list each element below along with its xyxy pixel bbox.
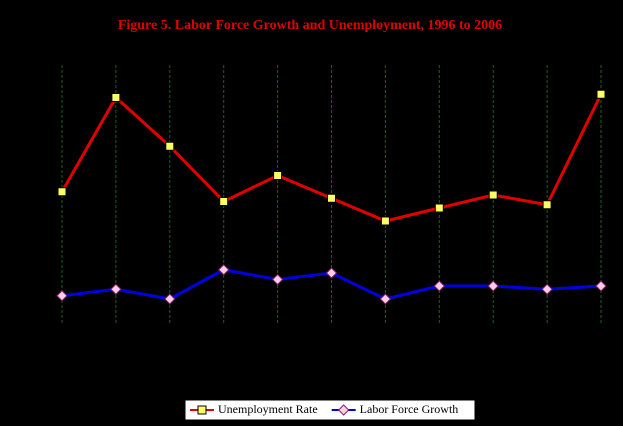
marker (217, 264, 230, 276)
marker (57, 187, 67, 197)
marker (487, 280, 499, 292)
marker (111, 93, 121, 102)
marker (273, 171, 283, 180)
marker (380, 216, 390, 226)
marker (595, 280, 607, 292)
marker (596, 89, 606, 99)
marker (197, 405, 207, 415)
marker (434, 203, 444, 213)
marker (219, 197, 229, 206)
marker (164, 293, 176, 305)
marker (488, 190, 498, 200)
marker (56, 290, 68, 302)
marker (379, 293, 392, 305)
marker (433, 280, 446, 292)
legend-label: Unemployment Rate (218, 402, 318, 416)
marker (165, 141, 175, 151)
legend-label: Labor Force Growth (360, 402, 459, 416)
marker (541, 283, 553, 295)
marker (542, 200, 552, 210)
legend-box (184, 399, 476, 421)
chart-title: Figure 5. Labor Force Growth and Unemplo… (118, 18, 502, 33)
marker (325, 267, 338, 279)
marker (271, 273, 284, 286)
marker (337, 404, 350, 416)
marker (327, 193, 336, 203)
marker (110, 283, 122, 295)
